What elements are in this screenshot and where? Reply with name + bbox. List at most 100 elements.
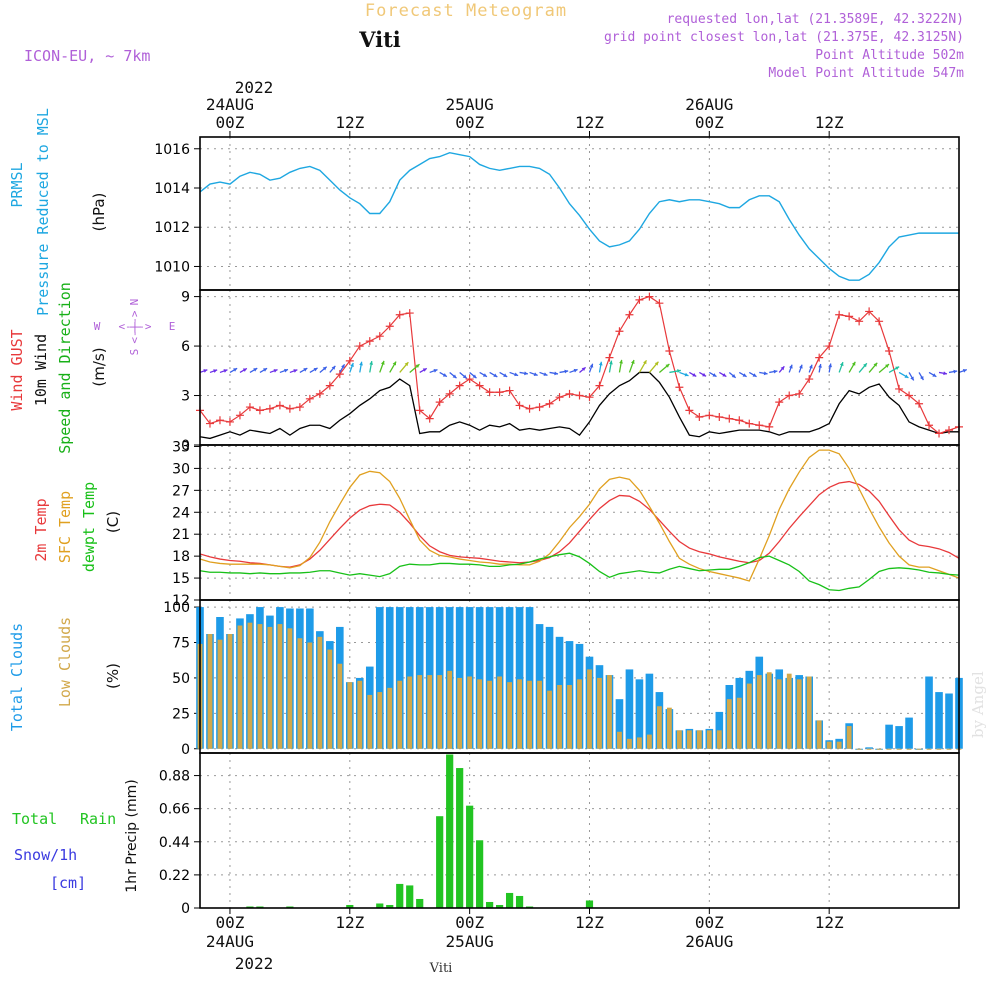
temp-label-2m: 2m Temp [32,498,50,561]
gust-marker [435,398,444,407]
dewpt-line [199,552,960,592]
total-cloud-bar [475,607,484,749]
low-cloud-bar [627,738,632,749]
wind-arrow-head [851,361,856,366]
low-cloud-bar [417,675,423,749]
total-cloud-bar [935,692,943,749]
low-cloud-bar [686,730,692,749]
low-cloud-bar [587,669,592,749]
low-cloud-bar [337,663,343,749]
low-cloud-bar [746,683,752,749]
wind-arrow-head [904,374,909,378]
location-title: Viti [358,27,401,52]
compass-rose: N S <-|-> W <-|-> E [94,299,176,356]
pressure-unit: (hPa) [90,193,108,232]
wind-arrow-head [885,364,890,368]
x-tick-label-bottom: 26AUG [685,932,733,951]
gust-marker [235,411,244,420]
gust-marker [575,391,584,400]
wind-arrow-head [932,373,937,377]
low-cloud-bar [327,649,333,749]
wind-unit: (m/s) [90,347,108,386]
gust-marker [455,381,464,390]
wind-arrow-head [293,369,298,373]
total-cloud-bar [645,673,654,749]
x-tick-label-top: 26AUG [685,95,733,114]
wind-arrow-head [322,366,327,371]
wind-arrow-head [742,373,747,377]
low-cloud-bar [726,699,732,749]
wind-arrow-head [573,368,578,373]
wind-arrow-head [331,365,336,370]
total-cloud-bar [615,699,624,749]
rain-bar [496,904,504,908]
temp2m-line [199,480,960,568]
gust-marker [385,322,394,331]
low-cloud-bar [637,737,642,749]
low-cloud-bar [537,680,542,749]
wind-arrow-head [763,371,768,376]
wind-label-speed-dir: Speed and Direction [56,282,74,454]
gust-marker [775,398,784,407]
low-cloud-bar [427,675,433,749]
low-cloud-bar [946,748,952,750]
gust-marker [885,347,894,356]
low-cloud-bar [926,748,932,750]
x-tick-label-top: 00Z [695,113,724,132]
low-cloud-bar [756,675,762,749]
low-cloud-bar [377,692,383,749]
y-tick-label: 0.88 [159,769,190,785]
low-cloud-bar [886,748,892,750]
total-cloud-bar [515,607,524,749]
total-cloud-bar [455,607,464,749]
gust-marker [895,384,904,393]
compass-arrows: <-|-> [128,310,141,343]
gust-marker [505,386,514,395]
footer-location: Viti [429,961,453,976]
gust-marker [265,404,274,413]
wind-arrow-head [380,360,385,365]
y-tick-label: 1016 [154,142,190,158]
gust-marker [865,307,874,316]
y-tick-label: 0.22 [159,868,190,884]
wind-arrow-head [350,363,354,367]
y-tick-label: 9 [181,290,190,306]
total-cloud-bar [625,669,634,749]
low-cloud-bar [407,676,413,749]
y-tick-label: 75 [172,636,190,652]
low-cloud-bar [826,741,832,749]
low-cloud-bar [287,628,293,749]
wind-arrow-head [731,374,736,378]
y-tick-label: 33 [172,439,190,455]
gust-marker [565,389,574,398]
rain-bar [346,904,354,908]
plot-layer: 1010101210141016036912151821242730330255… [154,95,968,951]
gust-marker [485,388,494,397]
wind-label-gust: Wind GUST [8,329,26,410]
total-cloud-bar [385,607,394,749]
gust-marker [345,356,354,365]
gust-marker [295,403,304,412]
low-cloud-bar [477,679,483,749]
low-cloud-bar [497,676,503,749]
clouds-label-total: Total Clouds [8,623,26,731]
low-cloud-bar [517,679,522,749]
gust-marker [905,391,914,400]
wind-arrow-head [213,369,218,373]
gust-marker [495,388,504,397]
wind-arrow-head [543,372,548,376]
wind-arrow-head [789,364,793,369]
low-cloud-bar [277,624,283,749]
x-tick-label-bottom: 12Z [815,913,844,932]
low-cloud-bar [816,720,822,749]
wind-arrow-head [773,369,778,374]
low-cloud-bar [387,687,393,749]
gust-marker [845,312,854,321]
x-tick-label-top: 00Z [455,113,484,132]
gust-marker [405,309,414,318]
wind-arrow-head [692,373,697,377]
low-cloud-bar [696,730,702,749]
gust-marker [795,389,804,398]
wind-arrow-head [524,371,528,376]
gust-marker [725,414,734,423]
